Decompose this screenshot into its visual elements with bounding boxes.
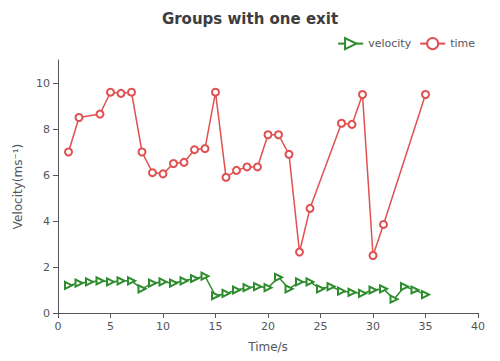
svg-text:25: 25 (314, 320, 328, 333)
svg-text:Time/s: Time/s (247, 340, 288, 354)
svg-text:10: 10 (156, 320, 170, 333)
svg-text:0: 0 (43, 307, 50, 320)
svg-text:40: 40 (471, 320, 485, 333)
svg-text:5: 5 (107, 320, 114, 333)
svg-text:30: 30 (366, 320, 380, 333)
svg-text:Velocity(ms⁻¹): Velocity(ms⁻¹) (11, 144, 25, 230)
svg-text:6: 6 (43, 169, 50, 182)
svg-text:0: 0 (55, 320, 62, 333)
svg-text:10: 10 (36, 77, 50, 90)
svg-text:2: 2 (43, 261, 50, 274)
svg-text:20: 20 (261, 320, 275, 333)
svg-text:velocity: velocity (368, 37, 411, 50)
svg-text:8: 8 (43, 123, 50, 136)
svg-text:35: 35 (419, 320, 433, 333)
svg-text:15: 15 (209, 320, 223, 333)
svg-text:time: time (450, 37, 475, 50)
svg-text:4: 4 (43, 215, 50, 228)
svg-text:Groups with one exit: Groups with one exit (162, 10, 338, 28)
